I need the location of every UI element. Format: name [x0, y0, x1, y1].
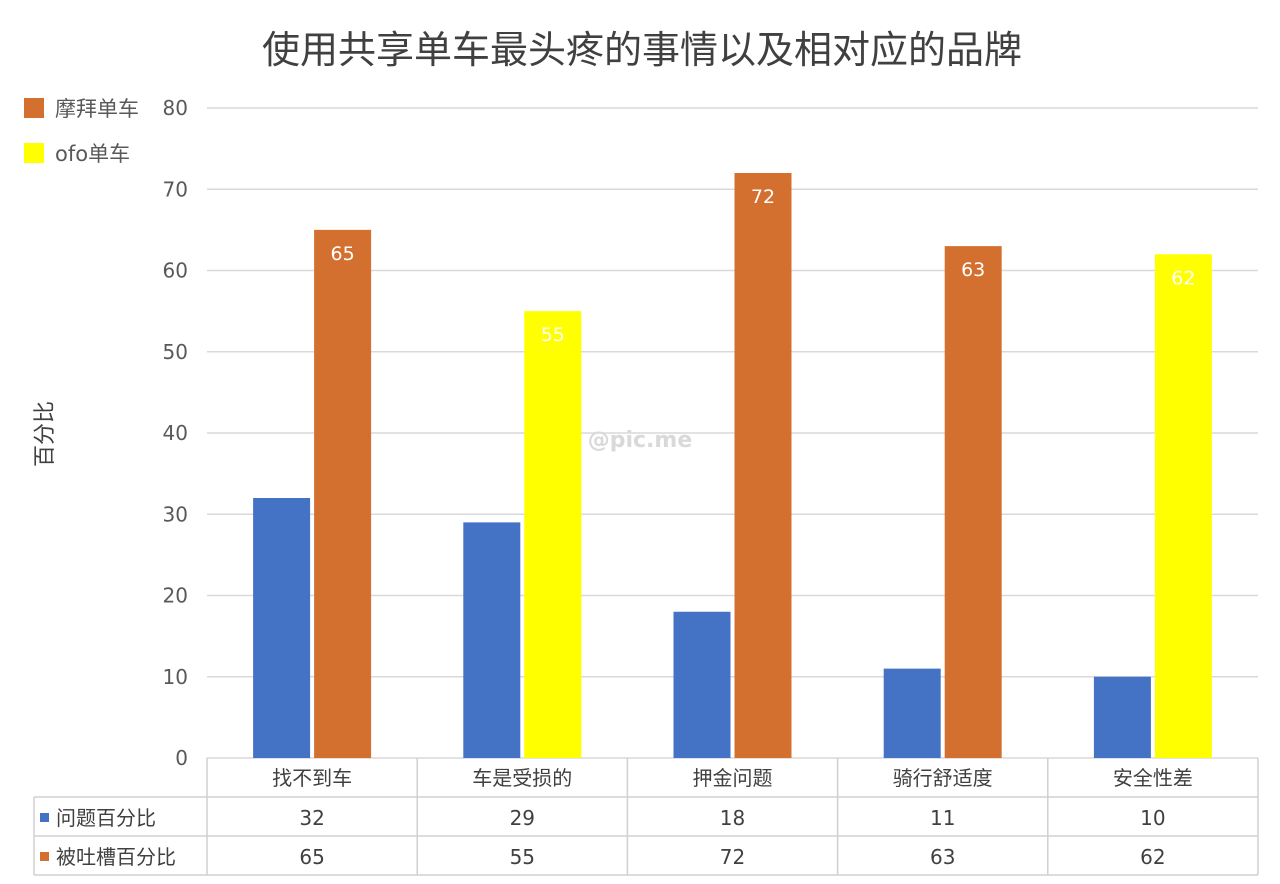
y-tick-label: 20	[163, 584, 188, 608]
legend-label: ofo单车	[55, 142, 130, 166]
bar-complaint-0	[314, 229, 372, 758]
bar-issue-3	[883, 668, 941, 758]
y-tick-label: 30	[163, 502, 188, 526]
table-cell: 55	[510, 845, 535, 869]
bar-data-label: 63	[961, 259, 985, 281]
bar-complaint-2	[734, 173, 792, 758]
x-category-label: 骑行舒适度	[893, 766, 993, 790]
table-cell: 65	[299, 845, 324, 869]
y-tick-label: 80	[163, 96, 188, 120]
y-tick-label: 40	[163, 421, 188, 445]
table-cell: 72	[720, 845, 745, 869]
gridlines	[207, 107, 1258, 759]
y-axis-label: 百分比	[33, 401, 58, 467]
legend: 摩拜单车 ofo单车	[24, 97, 139, 166]
table-cell: 29	[510, 806, 535, 830]
table-row-swatch	[40, 813, 49, 822]
x-category-label: 安全性差	[1113, 766, 1193, 790]
bar-issue-4	[1093, 676, 1151, 758]
y-axis-ticks: 0 10 20 30 40 50 60 70 80	[163, 96, 188, 770]
table-row-swatch	[40, 852, 49, 861]
table-cell: 11	[930, 806, 955, 830]
bar-complaint-1	[524, 311, 582, 758]
bar-data-label: 55	[541, 324, 565, 346]
table-row-label: 问题百分比	[56, 806, 156, 830]
y-tick-label: 10	[163, 665, 188, 689]
bars	[253, 173, 1212, 758]
bar-issue-2	[673, 611, 731, 758]
y-tick-label: 70	[163, 177, 188, 201]
bar-data-label: 62	[1171, 267, 1195, 289]
bar-complaint-4	[1154, 254, 1212, 758]
chart-title: 使用共享单车最头疼的事情以及相对应的品牌	[262, 28, 1022, 72]
bar-data-label: 65	[331, 243, 355, 265]
table-cell: 63	[930, 845, 955, 869]
bar-issue-1	[463, 522, 521, 758]
table-cell: 18	[720, 806, 745, 830]
bar-complaint-3	[944, 246, 1002, 758]
x-category-label: 押金问题	[693, 766, 773, 790]
legend-swatch	[24, 143, 44, 163]
y-tick-label: 0	[175, 746, 188, 770]
x-category-label: 车是受损的	[472, 766, 572, 790]
table-row-label: 被吐槽百分比	[56, 845, 176, 869]
table-cell: 62	[1140, 845, 1165, 869]
watermark-text: @pic.me	[588, 428, 693, 453]
data-labels: 65 55 72 63 62	[331, 186, 1196, 346]
legend-label: 摩拜单车	[55, 97, 139, 121]
bar-data-label: 72	[751, 186, 775, 208]
table-cell: 10	[1140, 806, 1165, 830]
table-cell: 32	[299, 806, 324, 830]
y-tick-label: 60	[163, 259, 188, 283]
legend-swatch	[24, 98, 44, 118]
bar-issue-0	[253, 498, 311, 758]
x-category-label: 找不到车	[272, 766, 352, 790]
y-tick-label: 50	[163, 340, 188, 364]
